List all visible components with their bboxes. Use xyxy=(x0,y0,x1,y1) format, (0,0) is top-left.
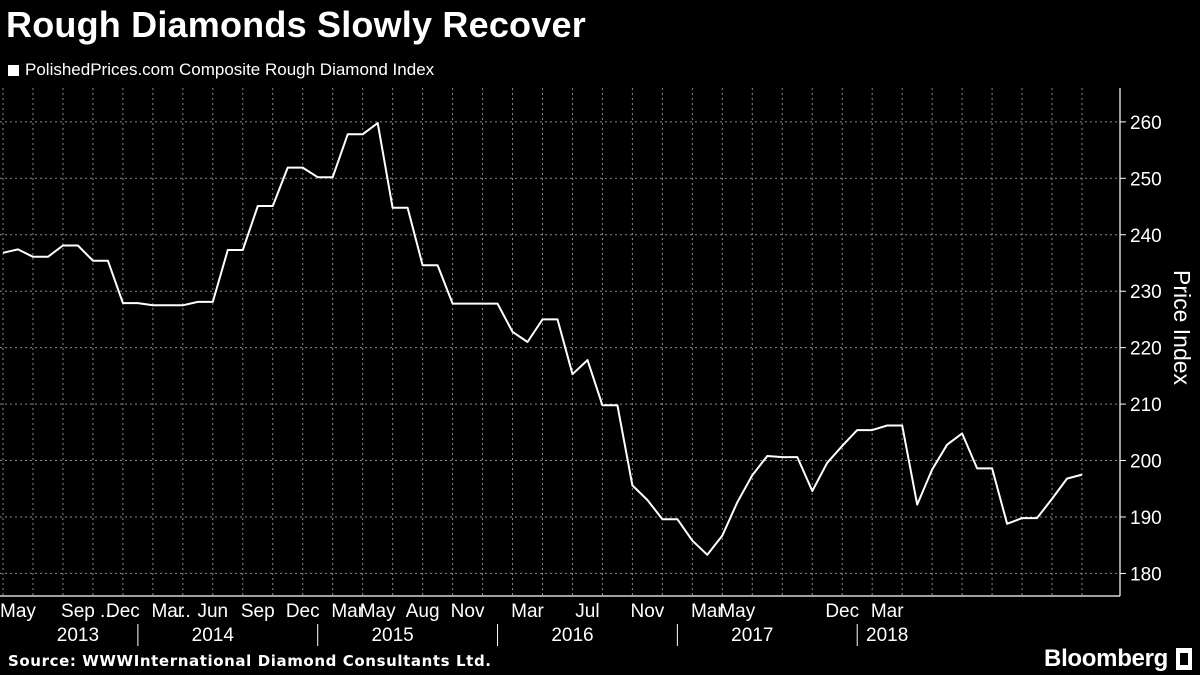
chart-title: Rough Diamonds Slowly Recover xyxy=(6,4,586,45)
x-tick-label: Nov xyxy=(631,601,665,622)
x-tick-label: Dec xyxy=(286,601,320,622)
brand: Bloomberg xyxy=(1044,645,1192,673)
x-tick-label: May xyxy=(0,601,36,622)
x-tick-label: Jun xyxy=(197,601,228,622)
y-tick-label: 220 xyxy=(1130,339,1162,360)
grid-layer xyxy=(0,88,1120,596)
bloomberg-logo-text: Bloomberg xyxy=(1044,645,1168,672)
x-tick-label: Dec xyxy=(825,601,859,622)
x-tick-label: Nov xyxy=(451,601,485,622)
x-tick-label: Mar xyxy=(871,601,904,622)
x-tick-label: Dec xyxy=(106,601,140,622)
x-tick-label: May xyxy=(360,601,396,622)
x-tick-label: Mar xyxy=(511,601,544,622)
x-tick-label: ... xyxy=(100,601,116,622)
x-year-label: 2015 xyxy=(371,625,413,646)
y-tick-label: 230 xyxy=(1130,282,1162,303)
legend-swatch xyxy=(8,64,19,76)
x-tick-label: May xyxy=(719,601,755,622)
x-tick-label: Sep xyxy=(241,601,275,622)
y-tick-label: 200 xyxy=(1130,452,1162,473)
x-tick-label: ... xyxy=(175,601,191,622)
y-axis-title: Price Index xyxy=(1169,270,1195,386)
y-tick-label: 240 xyxy=(1130,226,1162,247)
x-year-label: 2017 xyxy=(731,625,773,646)
y-tick-label: 210 xyxy=(1130,395,1162,416)
legend-label: PolishedPrices.com Composite Rough Diamo… xyxy=(25,60,435,79)
x-tick-label: Sep xyxy=(61,601,95,622)
x-year-label: 2018 xyxy=(866,625,908,646)
x-tick-label: Mar xyxy=(331,601,364,622)
series-line xyxy=(2,122,1083,556)
x-tick-label: Mar xyxy=(151,601,184,622)
line-layer xyxy=(2,122,1083,556)
terminal-icon xyxy=(1176,648,1192,670)
y-tick-label: 260 xyxy=(1130,113,1162,134)
y-tick-label: 190 xyxy=(1130,508,1162,529)
x-year-label: 2014 xyxy=(192,625,235,646)
x-tick-label: Aug xyxy=(406,601,440,622)
x-year-label: 2013 xyxy=(57,625,99,646)
x-tick-label: Mar xyxy=(691,601,724,622)
x-tick-label: Jul xyxy=(575,601,599,622)
legend: PolishedPrices.com Composite Rough Diamo… xyxy=(8,60,434,80)
source-note: Source: WWWInternational Diamond Consult… xyxy=(8,652,492,670)
y-tick-label: 250 xyxy=(1130,169,1162,190)
axis-layer xyxy=(0,88,1126,646)
x-year-label: 2016 xyxy=(551,625,593,646)
y-tick-label: 180 xyxy=(1130,564,1162,585)
